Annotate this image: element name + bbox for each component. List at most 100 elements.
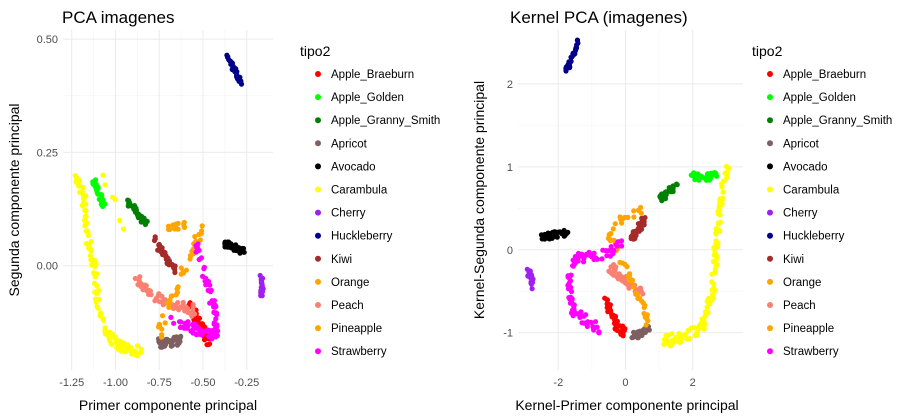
- point-apple-golden: [93, 181, 99, 187]
- legend-item-carambula: Carambula: [315, 185, 388, 197]
- legend-marker: [315, 278, 321, 285]
- point-carambula: [684, 336, 690, 342]
- legend-marker: [767, 278, 773, 285]
- point-carambula: [113, 339, 119, 345]
- legend-label: Kiwi: [783, 254, 804, 266]
- point-apple-granny-smith: [659, 191, 665, 197]
- legend-item-apricot: Apricot: [767, 138, 820, 150]
- point-apple-braeburn: [613, 324, 619, 330]
- x-tick-label: -0.75: [147, 377, 172, 389]
- point-pineapple: [641, 304, 647, 311]
- point-carambula: [724, 174, 730, 180]
- legend-label: Apple_Golden: [331, 92, 404, 104]
- legend-item-carambula: Carambula: [767, 185, 840, 197]
- point-apple-braeburn: [609, 314, 615, 320]
- point-peach: [606, 269, 613, 275]
- point-carambula: [121, 343, 127, 349]
- point-carambula: [723, 163, 730, 169]
- point-strawberry: [214, 323, 220, 329]
- point-kiwi: [633, 228, 639, 234]
- point-carambula: [88, 246, 94, 252]
- point-apple-granny-smith: [135, 211, 141, 217]
- point-strawberry: [568, 288, 575, 295]
- point-strawberry: [178, 319, 184, 325]
- point-strawberry: [209, 299, 215, 305]
- point-apricot: [629, 335, 635, 341]
- point-apple-braeburn: [605, 301, 611, 307]
- legend-item-peach: Peach: [767, 300, 816, 312]
- point-pineapple: [167, 300, 173, 306]
- point-pineapple: [611, 237, 617, 243]
- point-avocado: [234, 245, 240, 252]
- scatter-points: [524, 37, 732, 349]
- point-carambula: [694, 329, 701, 335]
- point-strawberry: [188, 328, 194, 334]
- point-strawberry: [574, 257, 580, 263]
- y-tick-label: -1: [503, 328, 513, 340]
- point-pineapple: [197, 237, 203, 243]
- point-pineapple: [156, 322, 163, 328]
- point-kiwi: [158, 248, 164, 254]
- chart-panel-2: -2 0 2 -1 0 1 2 Kernel PCA (imagenes) Kernel-Pri…: [471, 8, 892, 413]
- legend-marker: [315, 302, 321, 308]
- legend-item-pineapple: Pineapple: [767, 323, 834, 335]
- point-apple-braeburn: [620, 323, 626, 329]
- legend-label: Cherry: [783, 208, 818, 220]
- point-strawberry: [608, 244, 614, 250]
- y-tick-label: 0: [507, 245, 513, 257]
- legend-marker: [767, 348, 773, 355]
- point-avocado: [553, 232, 559, 238]
- legend-marker: [315, 117, 321, 124]
- point-pineapple: [645, 318, 651, 324]
- legend-item-apple-golden: Apple_Golden: [767, 92, 856, 104]
- point-avocado: [239, 246, 245, 252]
- point-strawberry: [591, 250, 597, 256]
- legend-label: Orange: [783, 277, 821, 289]
- point-cherry: [529, 286, 535, 292]
- point-peach: [176, 307, 182, 313]
- point-pineapple: [166, 304, 172, 310]
- minor-grid: [518, 30, 743, 370]
- point-huckleberry: [570, 51, 576, 57]
- point-carambula: [720, 189, 726, 195]
- legend-item-avocado: Avocado: [767, 161, 828, 173]
- point-pineapple: [643, 312, 650, 318]
- point-avocado: [222, 243, 228, 249]
- point-pineapple: [635, 291, 641, 297]
- point-carambula: [95, 305, 101, 311]
- point-carambula: [81, 199, 87, 205]
- scatter-points: [72, 52, 266, 359]
- point-pineapple: [631, 284, 637, 290]
- point-apple-granny-smith: [663, 191, 669, 197]
- point-apple-granny-smith: [670, 183, 676, 189]
- point-peach: [153, 296, 159, 302]
- point-strawberry: [571, 302, 577, 308]
- legend-item-huckleberry: Huckleberry: [315, 231, 393, 243]
- legend-marker: [767, 209, 773, 216]
- point-apple-braeburn: [207, 341, 213, 347]
- point-huckleberry: [573, 45, 579, 51]
- point-peach: [182, 308, 188, 314]
- point-peach: [619, 278, 626, 284]
- point-apricot: [173, 334, 180, 340]
- legend-marker: [767, 302, 773, 308]
- point-orange: [167, 226, 173, 232]
- point-avocado: [543, 233, 549, 239]
- legend-item-apple-granny-smith: Apple_Granny_Smith: [767, 115, 892, 127]
- point-strawberry: [196, 256, 202, 263]
- legend-marker: [767, 325, 773, 332]
- point-orange: [631, 214, 637, 220]
- point-apple-granny-smith: [668, 188, 674, 195]
- point-carambula: [677, 333, 683, 339]
- point-strawberry: [205, 279, 211, 285]
- point-strawberry: [171, 320, 177, 326]
- legend-item-apple-braeburn: Apple_Braeburn: [767, 69, 866, 81]
- point-carambula: [712, 287, 718, 293]
- point-pineapple: [162, 320, 168, 326]
- point-carambula: [713, 251, 719, 258]
- point-peach: [148, 292, 154, 298]
- point-strawberry: [568, 310, 575, 316]
- legend-label: Carambula: [331, 185, 388, 197]
- point-strawberry: [591, 327, 597, 333]
